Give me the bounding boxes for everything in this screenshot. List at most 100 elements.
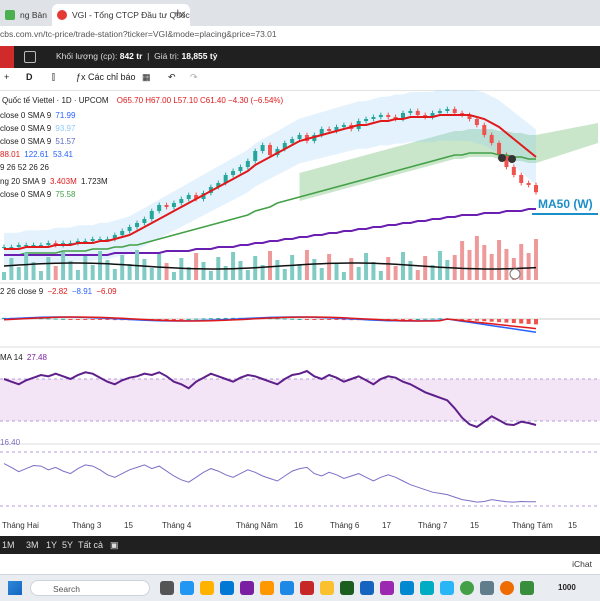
start-icon[interactable] (8, 581, 22, 595)
volume-bar (386, 257, 391, 280)
range-button[interactable]: 1Y (46, 540, 58, 550)
candle-body (127, 227, 132, 231)
app-icon[interactable] (260, 581, 274, 595)
weekly-ma50-line (4, 208, 536, 256)
info-icon[interactable] (24, 51, 36, 63)
event-marker-icon[interactable] (498, 154, 506, 162)
rsi-band (0, 379, 600, 421)
volume-label: Khối lượng (cp): (56, 51, 118, 61)
volume-bar (312, 259, 317, 280)
candle-body (31, 245, 36, 246)
time-axis-label: 17 (382, 521, 391, 530)
indicators-label: Các chỉ báo (88, 72, 136, 82)
value-value: 18,855 tỷ (181, 51, 218, 61)
candle-body (437, 111, 442, 113)
add-symbol-icon[interactable]: + (4, 72, 10, 82)
layout-icon[interactable]: ▦ (142, 72, 151, 82)
candle-body (112, 235, 117, 239)
ichimoku-params: 9 26 52 26 26 (0, 163, 49, 172)
viber-icon[interactable] (380, 581, 394, 595)
onenote-icon[interactable] (240, 581, 254, 595)
candle-body (142, 219, 147, 223)
sma-label: close 0 SMA 9 (0, 124, 52, 133)
interval-button[interactable]: D (26, 72, 33, 82)
sma-value: 93.97 (55, 124, 76, 133)
indicators-button[interactable]: ƒx Các chỉ báo (76, 72, 136, 82)
volume-bar (31, 262, 36, 280)
firefox-icon[interactable] (500, 581, 514, 595)
range-button[interactable]: 3M (26, 540, 39, 550)
chrome-icon[interactable] (460, 581, 474, 595)
app-icon[interactable] (280, 581, 294, 595)
volume-ma-line (3, 262, 537, 270)
candle-body (378, 115, 383, 117)
undo-icon[interactable]: ↶ (168, 72, 176, 82)
macd-signal-line (3, 316, 537, 330)
bb-value: 53.41 (52, 150, 73, 159)
candle-body (231, 171, 236, 175)
volume-bar (534, 239, 538, 280)
taskbar-search-input[interactable]: Search (30, 580, 150, 596)
candle-body (135, 223, 139, 227)
volume-bar (489, 254, 494, 280)
candle-body (430, 113, 435, 117)
app-icon[interactable] (300, 581, 314, 595)
browser-tab[interactable]: ng Bản (0, 4, 68, 26)
volume-bar (46, 257, 51, 280)
time-axis-label: Tháng 6 (330, 521, 360, 530)
telegram-icon[interactable] (440, 581, 454, 595)
candle-body (452, 109, 457, 113)
chat-link[interactable]: iChat (572, 559, 592, 569)
stock-chart[interactable]: Tháng Hai Tháng 3 15 Tháng 4 Tháng Năm 16 Thán… (0, 90, 600, 536)
calendar-icon[interactable]: ▣ (110, 540, 119, 550)
address-bar[interactable]: cbs.com.vn/tc-price/trade-station?ticker… (0, 26, 600, 47)
app-icon[interactable] (180, 581, 194, 595)
volume-bar (112, 269, 117, 280)
event-marker-icon[interactable] (508, 155, 516, 163)
zalo-icon[interactable] (420, 581, 434, 595)
volume-bar (526, 253, 531, 280)
app-icon[interactable] (480, 581, 494, 595)
ohlc-change: −4.30 (−6.54%) (228, 96, 284, 105)
browser-tab-active[interactable]: VGI - Tổng CTCP Đầu tư Quốc t ✕ (52, 4, 190, 26)
macd-bar (275, 318, 280, 320)
ma50-line (4, 152, 536, 256)
range-bar: 1M 3M 1Y 5Y Tất cả ▣ (0, 536, 600, 554)
excel-icon[interactable] (340, 581, 354, 595)
folder-icon[interactable] (200, 581, 214, 595)
stoch-value: 16.40 (0, 438, 21, 447)
bar-style-icon[interactable]: ⫿ (52, 72, 55, 82)
taskview-icon[interactable] (160, 581, 174, 595)
app-icon[interactable] (520, 581, 534, 595)
word-icon[interactable] (360, 581, 374, 595)
rsi-line (3, 369, 537, 429)
candle-body (282, 143, 287, 149)
candle-body (179, 199, 184, 203)
time-axis-label: Tháng 7 (418, 521, 448, 530)
zalo-icon[interactable] (400, 581, 414, 595)
candle-body (497, 143, 502, 155)
volume-bar (68, 261, 73, 280)
macd-bar (437, 318, 442, 320)
sma-value: 51.57 (55, 137, 76, 146)
app-icon[interactable] (320, 581, 334, 595)
sma-label: close 0 SMA 9 (0, 111, 52, 120)
redo-icon[interactable]: ↷ (190, 72, 198, 82)
macd-value: −2.82 (47, 287, 68, 296)
candle-body (504, 155, 509, 167)
new-tab-icon[interactable]: + (174, 5, 182, 20)
candle-body (105, 239, 110, 240)
url-text: cbs.com.vn/tc-price/trade-station?ticker… (0, 29, 277, 39)
range-button[interactable]: 5Y (62, 540, 74, 550)
flag-icon[interactable] (509, 268, 521, 280)
macd-bar (341, 319, 346, 321)
menu-button[interactable] (0, 46, 14, 68)
range-button[interactable]: Tất cả (78, 540, 104, 550)
range-button[interactable]: 1M (2, 540, 15, 550)
close-tab-icon[interactable]: ✕ (178, 10, 186, 20)
candle-body (194, 195, 199, 199)
bb-legend: 88.01 122.61 53.41 (0, 150, 73, 159)
candle-body (319, 129, 324, 135)
candle-body (371, 117, 376, 119)
edge-icon[interactable] (220, 581, 234, 595)
